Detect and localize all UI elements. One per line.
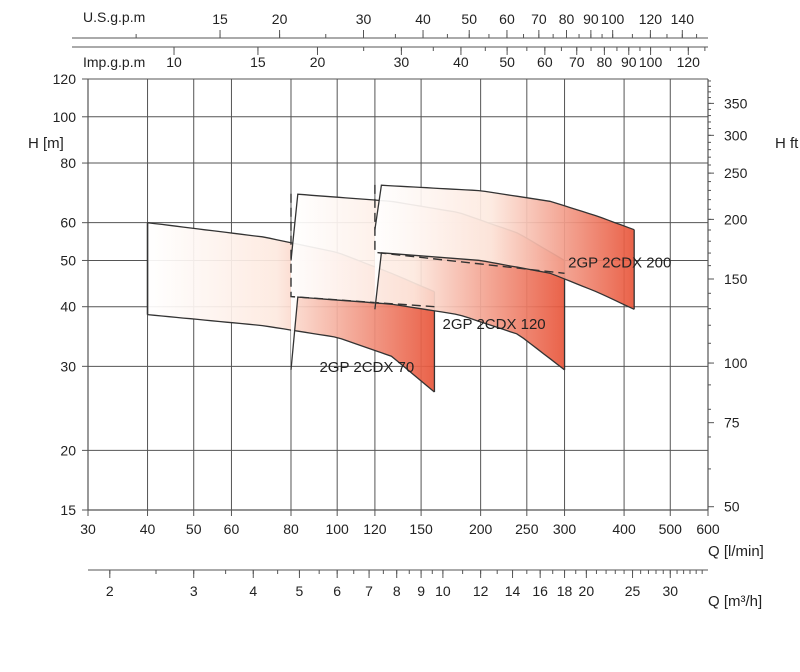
series-layer: 2GP 2CDX 70 2GP 2CDX 120 2GP 2CDX 200 <box>146 184 671 393</box>
y-tick-label: 60 <box>60 215 76 231</box>
series-band <box>374 185 635 310</box>
bottom-axis-2-tick-label: 14 <box>505 583 521 599</box>
bottom-axis-2-tick-label: 3 <box>190 583 198 599</box>
axes: 30 40 50 60 80 100 120 150 200 250 300 400 500 600152… <box>53 11 748 599</box>
y-tick-label: 40 <box>60 299 76 315</box>
x-axis-label: Q [l/min] <box>708 543 764 560</box>
bottom-axis-2-tick-label: 10 <box>435 583 451 599</box>
x-tick-label: 60 <box>224 521 240 537</box>
x-tick-label: 300 <box>553 521 577 537</box>
bottom-axis-2-tick-label: 16 <box>532 583 548 599</box>
bottom-axis-2-tick-label: 12 <box>473 583 489 599</box>
top-axis-1-tick-label: 140 <box>671 11 695 27</box>
y-tick-label: 50 <box>60 252 76 268</box>
y-right-tick-label: 150 <box>724 271 748 287</box>
bottom-axis-2-tick-label: 4 <box>249 583 257 599</box>
bottom-axis-2-label: Q [m³/h] <box>708 593 762 610</box>
bottom-axis-2-tick-label: 8 <box>393 583 401 599</box>
x-tick-label: 400 <box>612 521 636 537</box>
series-upper-curve <box>374 184 635 231</box>
bottom-axis-2-tick-label: 2 <box>106 583 114 599</box>
top-axis-2-tick-label: 20 <box>310 54 326 70</box>
y-right-tick-label: 300 <box>724 127 748 143</box>
y-tick-label: 80 <box>60 155 76 171</box>
x-tick-label: 600 <box>696 521 720 537</box>
top-axis-1-tick-label: 30 <box>356 11 372 27</box>
x-tick-label: 50 <box>186 521 202 537</box>
y-right-tick-label: 200 <box>724 211 748 227</box>
y-right-tick-label: 100 <box>724 355 748 371</box>
x-tick-label: 120 <box>363 521 387 537</box>
top-axis-1-tick-label: 100 <box>601 11 625 27</box>
x-tick-label: 200 <box>469 521 493 537</box>
y-tick-label: 20 <box>60 442 76 458</box>
bottom-axis-2-tick-label: 20 <box>579 583 595 599</box>
y-tick-label: 120 <box>53 71 77 87</box>
series-step-dashed <box>290 193 435 308</box>
x-tick-label: 150 <box>409 521 433 537</box>
x-tick-label: 40 <box>140 521 156 537</box>
top-axis-1-label: U.S.g.p.m <box>83 9 145 25</box>
top-axis-2-label: Imp.g.p.m <box>83 54 145 70</box>
y-tick-label: 30 <box>60 358 76 374</box>
bottom-axis-2-tick-label: 25 <box>625 583 641 599</box>
bottom-axis-2-tick-label: 18 <box>557 583 573 599</box>
y-tick-label: 15 <box>60 502 76 518</box>
y-axis-label: H [m] <box>28 135 64 152</box>
y-tick-label: 100 <box>53 109 77 125</box>
x-tick-label: 250 <box>515 521 539 537</box>
top-axis-1-tick-label: 15 <box>212 11 228 27</box>
bottom-axis-2-tick-label: 5 <box>296 583 304 599</box>
top-axis-2-tick-label: 80 <box>597 54 613 70</box>
top-axis-2-tick-label: 30 <box>394 54 410 70</box>
top-axis-2-tick-label: 50 <box>499 54 515 70</box>
top-axis-2-tick-label: 100 <box>639 54 663 70</box>
x-tick-label: 30 <box>80 521 96 537</box>
x-tick-label: 500 <box>659 521 683 537</box>
x-tick-label: 80 <box>283 521 299 537</box>
top-axis-1-tick-label: 40 <box>415 11 431 27</box>
top-axis-1-tick-label: 60 <box>499 11 515 27</box>
series-label: 2GP 2CDX 200 <box>568 255 671 272</box>
series-label: 2GP 2CDX 120 <box>443 316 546 333</box>
y-axis-right-label: H ft <box>775 135 799 152</box>
y-right-tick-label: 75 <box>724 415 740 431</box>
top-axis-2-tick-label: 15 <box>250 54 266 70</box>
top-axis-2-tick-label: 90 <box>621 54 637 70</box>
y-right-tick-label: 350 <box>724 95 748 111</box>
top-axis-1-tick-label: 90 <box>583 11 599 27</box>
bottom-axis-2-tick-label: 6 <box>333 583 341 599</box>
top-axis-1-tick-label: 80 <box>559 11 575 27</box>
series-step-dashed <box>374 184 565 274</box>
y-right-tick-label: 50 <box>724 499 740 515</box>
top-axis-2-tick-label: 70 <box>569 54 585 70</box>
top-axis-2-tick-label: 60 <box>537 54 553 70</box>
x-tick-label: 100 <box>325 521 349 537</box>
series-label: 2GP 2CDX 70 <box>319 359 414 376</box>
top-axis-1-tick-label: 120 <box>639 11 663 27</box>
bottom-axis-2-tick-label: 7 <box>365 583 373 599</box>
top-axis-1-tick-label: 50 <box>461 11 477 27</box>
top-axis-1-tick-label: 70 <box>531 11 547 27</box>
top-axis-2-tick-label: 40 <box>453 54 469 70</box>
series-lower-curve <box>374 252 635 310</box>
bottom-axis-2-tick-label: 9 <box>417 583 425 599</box>
bottom-axis-2-tick-label: 30 <box>662 583 678 599</box>
top-axis-1-tick-label: 20 <box>272 11 288 27</box>
top-axis-2-tick-label: 10 <box>166 54 182 70</box>
y-right-tick-label: 250 <box>724 165 748 181</box>
top-axis-2-tick-label: 120 <box>677 54 701 70</box>
